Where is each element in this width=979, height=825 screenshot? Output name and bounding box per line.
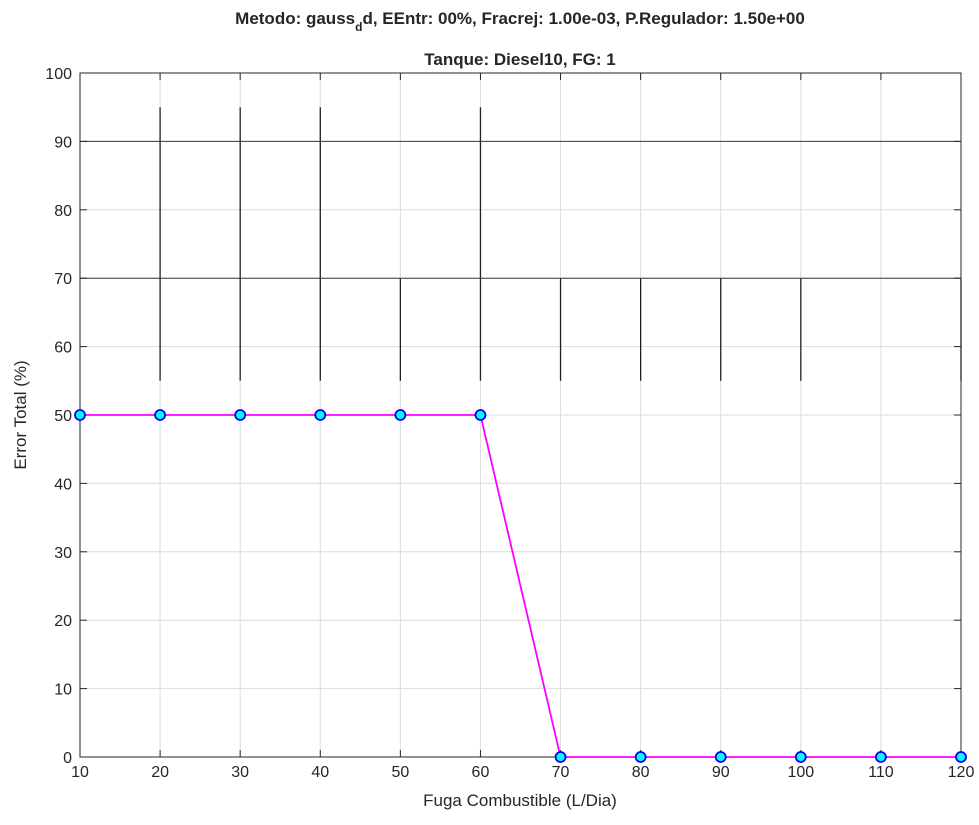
- x-tick-label: 110: [868, 764, 894, 781]
- data-point: [634, 751, 647, 763]
- data-point: [794, 751, 807, 763]
- y-tick-label: 90: [54, 134, 72, 151]
- series: [74, 409, 967, 763]
- x-tick-label: 80: [632, 764, 650, 781]
- chart-subtitle: Tanque: Diesel10, FG: 1: [424, 50, 615, 69]
- y-tick-labels: 0 10 20 30 40 50 60 70 80 90 100: [45, 66, 961, 767]
- y-tick-label: 80: [54, 203, 72, 220]
- series-line: [80, 414, 961, 758]
- data-point: [955, 751, 967, 763]
- chart-title-subscript: d: [355, 20, 362, 34]
- y-axis-label: Error Total (%): [11, 360, 30, 469]
- y-tick-label: 70: [54, 271, 72, 288]
- data-point: [714, 751, 727, 763]
- y-tick-label: 50: [54, 408, 72, 425]
- data-point: [74, 409, 86, 421]
- x-tick-label: 60: [472, 764, 490, 781]
- x-tick-label: 120: [948, 764, 975, 781]
- y-tick-label: 40: [54, 476, 72, 493]
- data-point: [474, 409, 487, 421]
- data-point: [554, 751, 567, 763]
- vertical-segments: [80, 107, 962, 381]
- x-tick-labels: 10 20 30 40 50 60 70 80 90 100 110 120: [71, 73, 974, 781]
- x-tick-label: 10: [71, 764, 89, 781]
- data-point: [234, 409, 247, 421]
- x-tick-label: 30: [231, 764, 249, 781]
- x-tick-label: 20: [151, 764, 169, 781]
- x-axis-label: Fuga Combustible (L/Dia): [423, 791, 617, 810]
- chart-title: Metodo: gaussdd, EEntr: 00%, Fracrej: 1.…: [235, 9, 805, 34]
- x-tick-label: 40: [311, 764, 329, 781]
- y-tick-label: 60: [54, 340, 72, 357]
- y-tick-label: 20: [54, 613, 72, 630]
- data-point: [394, 409, 407, 421]
- y-tick-label: 30: [54, 545, 72, 562]
- y-tick-label: 0: [63, 750, 72, 767]
- y-tick-label: 100: [45, 66, 72, 83]
- data-point: [154, 409, 166, 421]
- x-tick-label: 100: [787, 764, 814, 781]
- x-tick-label: 50: [391, 764, 409, 781]
- data-point: [875, 751, 887, 763]
- y-tick-label: 10: [54, 682, 72, 699]
- x-tick-label: 70: [552, 764, 570, 781]
- data-point: [314, 409, 327, 421]
- x-tick-label: 90: [712, 764, 730, 781]
